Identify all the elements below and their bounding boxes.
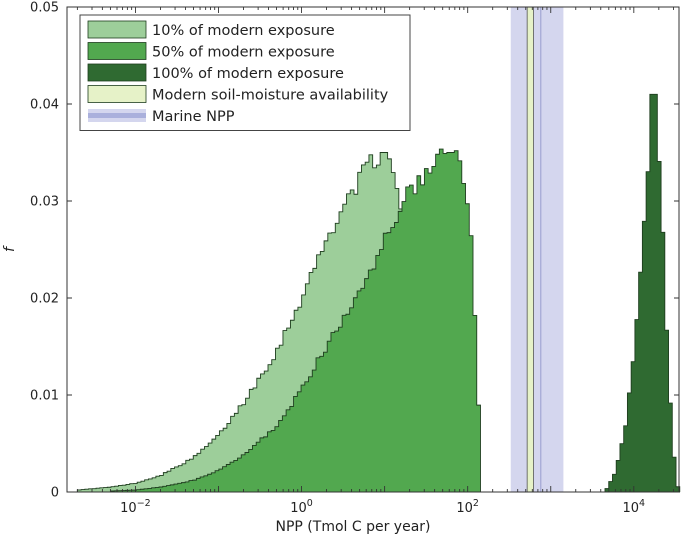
histogram-2 <box>109 148 483 493</box>
y-tick-label: 0.03 <box>30 195 59 210</box>
legend-swatch <box>87 85 147 103</box>
x-tick-label: 102 <box>456 498 479 516</box>
y-tick-label: 0.01 <box>30 389 59 404</box>
legend-label: 100% of modern exposure <box>152 66 344 82</box>
legend-label: 10% of modern exposure <box>152 23 335 39</box>
legend-swatch-line <box>88 113 146 118</box>
legend-label: 50% of modern exposure <box>152 45 335 61</box>
marine-npp-band <box>510 7 564 492</box>
legend-label: Marine NPP <box>152 109 235 125</box>
y-tick-label: 0.05 <box>30 1 59 16</box>
legend-swatch <box>87 42 147 60</box>
y-tick-label: 0 <box>51 486 59 501</box>
legend-label: Modern soil-moisture availability <box>152 88 389 104</box>
legend-swatch <box>87 63 147 82</box>
histogram-3 <box>604 93 681 493</box>
soil-moisture-band <box>526 6 534 493</box>
x-tick-label: 100 <box>290 498 313 516</box>
axis-ticks: 0 0.01 0.02 0.03 0.04 0.05 10−2 100 102 104 <box>30 1 679 516</box>
vertical-bands <box>510 6 564 493</box>
x-tick-label: 104 <box>623 498 646 516</box>
plot-frame <box>66 6 680 493</box>
y-axis-label: f <box>2 245 18 252</box>
legend: 10% of modern exposure 50% of modern expo… <box>79 14 411 131</box>
x-axis-label: NPP (Tmol C per year) <box>276 519 431 535</box>
histogram-series <box>76 93 681 493</box>
legend-swatch <box>87 20 147 39</box>
y-tick-label: 0.04 <box>30 98 59 113</box>
x-tick-label: 10−2 <box>120 498 151 516</box>
y-tick-label: 0.02 <box>30 292 59 307</box>
